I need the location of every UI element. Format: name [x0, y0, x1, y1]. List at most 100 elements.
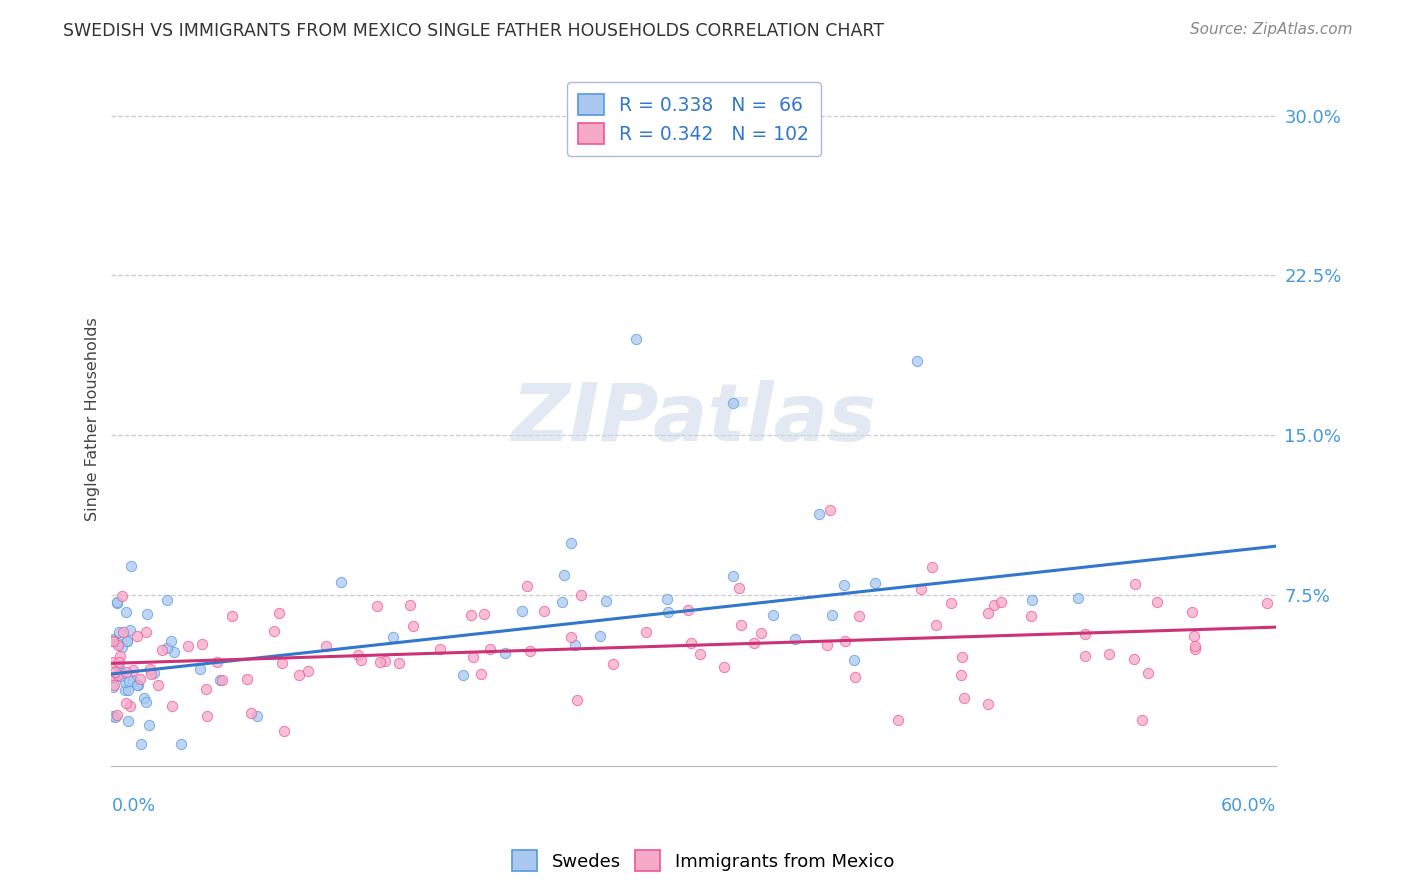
- Point: [117, 683, 139, 698]
- Point: [188, 662, 211, 676]
- Point: [655, 591, 678, 606]
- Point: [273, 723, 295, 738]
- Point: [624, 332, 647, 346]
- Point: [848, 608, 870, 623]
- Point: [589, 629, 612, 643]
- Point: [347, 648, 370, 662]
- Point: [863, 575, 886, 590]
- Point: [160, 699, 183, 714]
- Point: [762, 607, 785, 622]
- Legend: Swedes, Immigrants from Mexico: Swedes, Immigrants from Mexico: [505, 843, 901, 879]
- Point: [105, 596, 128, 610]
- Point: [190, 637, 212, 651]
- Point: [821, 607, 844, 622]
- Point: [1184, 642, 1206, 657]
- Point: [560, 536, 582, 550]
- Point: [105, 707, 128, 722]
- Point: [1067, 591, 1090, 606]
- Point: [163, 644, 186, 658]
- Point: [834, 634, 856, 648]
- Point: [1021, 592, 1043, 607]
- Point: [602, 657, 624, 671]
- Point: [135, 607, 157, 622]
- Point: [1181, 605, 1204, 619]
- Point: [160, 634, 183, 648]
- Point: [1130, 713, 1153, 727]
- Point: [749, 626, 772, 640]
- Point: [783, 632, 806, 647]
- Point: [111, 589, 134, 603]
- Point: [142, 665, 165, 680]
- Point: [977, 606, 1000, 620]
- Text: SWEDISH VS IMMIGRANTS FROM MEXICO SINGLE FATHER HOUSEHOLDS CORRELATION CHART: SWEDISH VS IMMIGRANTS FROM MEXICO SINGLE…: [63, 22, 884, 40]
- Point: [983, 598, 1005, 612]
- Point: [676, 602, 699, 616]
- Point: [1184, 639, 1206, 653]
- Point: [105, 595, 128, 609]
- Point: [844, 670, 866, 684]
- Y-axis label: Single Father Households: Single Father Households: [86, 318, 100, 521]
- Point: [952, 649, 974, 664]
- Point: [114, 665, 136, 679]
- Point: [118, 674, 141, 689]
- Point: [921, 560, 943, 574]
- Point: [730, 618, 752, 632]
- Point: [519, 644, 541, 658]
- Point: [104, 710, 127, 724]
- Point: [156, 641, 179, 656]
- Point: [103, 633, 125, 648]
- Point: [207, 655, 229, 669]
- Text: Source: ZipAtlas.com: Source: ZipAtlas.com: [1189, 22, 1353, 37]
- Point: [138, 718, 160, 732]
- Point: [742, 636, 765, 650]
- Point: [470, 667, 492, 681]
- Point: [103, 708, 125, 723]
- Point: [815, 638, 838, 652]
- Point: [713, 660, 735, 674]
- Point: [120, 558, 142, 573]
- Point: [239, 706, 262, 720]
- Point: [679, 636, 702, 650]
- Point: [494, 646, 516, 660]
- Point: [127, 629, 149, 643]
- Point: [122, 663, 145, 677]
- Point: [108, 625, 131, 640]
- Point: [129, 673, 152, 687]
- Point: [595, 594, 617, 608]
- Point: [388, 657, 411, 671]
- Point: [134, 695, 156, 709]
- Point: [269, 606, 291, 620]
- Point: [1146, 594, 1168, 608]
- Point: [108, 649, 131, 664]
- Point: [236, 673, 259, 687]
- Point: [533, 603, 555, 617]
- Point: [569, 588, 592, 602]
- Point: [117, 714, 139, 729]
- Point: [112, 624, 135, 639]
- Point: [211, 673, 233, 687]
- Point: [150, 643, 173, 657]
- Point: [887, 714, 910, 728]
- Point: [131, 737, 153, 751]
- Point: [115, 605, 138, 619]
- Point: [551, 595, 574, 609]
- Point: [565, 693, 588, 707]
- Text: ZIPatlas: ZIPatlas: [512, 380, 876, 458]
- Point: [121, 673, 143, 688]
- Point: [461, 650, 484, 665]
- Point: [263, 624, 285, 638]
- Point: [402, 618, 425, 632]
- Point: [350, 653, 373, 667]
- Point: [1098, 647, 1121, 661]
- Point: [156, 593, 179, 607]
- Point: [834, 578, 856, 592]
- Point: [170, 737, 193, 751]
- Point: [808, 508, 831, 522]
- Point: [118, 699, 141, 714]
- Text: 0.0%: 0.0%: [111, 797, 156, 814]
- Point: [721, 396, 744, 410]
- Point: [127, 678, 149, 692]
- Point: [108, 655, 131, 669]
- Point: [1074, 627, 1097, 641]
- Point: [111, 640, 134, 654]
